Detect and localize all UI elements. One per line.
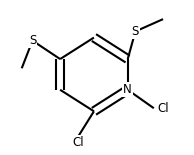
Text: S: S (132, 25, 139, 38)
Text: N: N (123, 83, 132, 96)
Text: Cl: Cl (73, 135, 84, 148)
Text: Cl: Cl (157, 102, 169, 115)
Text: S: S (29, 34, 36, 47)
